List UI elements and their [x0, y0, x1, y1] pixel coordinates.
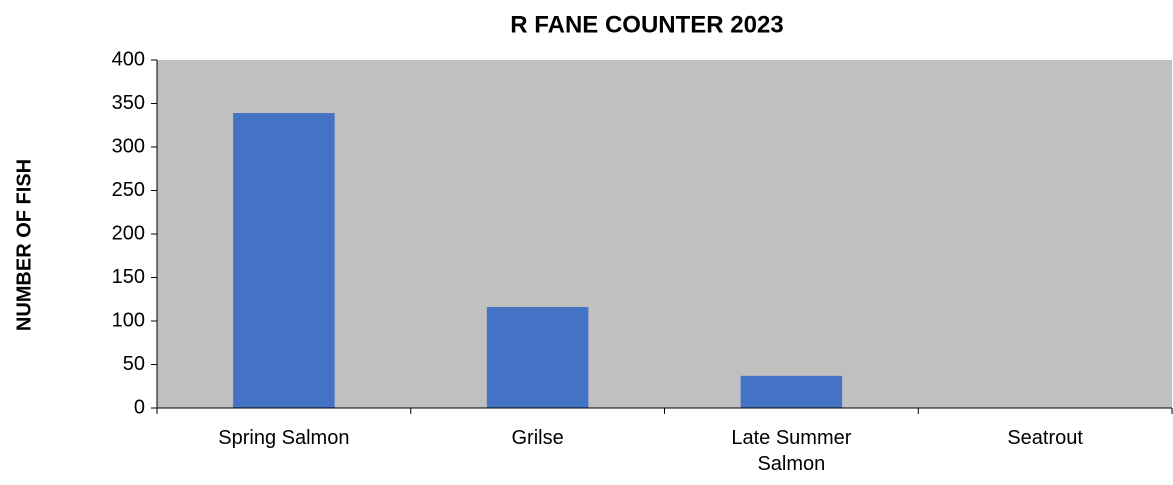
y-tick-label: 0 — [134, 396, 145, 418]
y-tick-label: 300 — [112, 135, 145, 157]
x-tick-label: Late Summer Salmon — [731, 427, 852, 475]
y-tick-label: 200 — [112, 222, 145, 244]
x-tick-label: Seatrout — [1007, 427, 1083, 449]
bar — [740, 375, 843, 408]
y-tick-label: 150 — [112, 266, 145, 288]
y-axis-label: NUMBER OF FISH — [13, 159, 35, 331]
chart-title: R FANE COUNTER 2023 — [510, 11, 783, 38]
x-tick-label: Spring Salmon — [218, 427, 350, 449]
bar — [233, 113, 335, 408]
y-tick-label: 250 — [112, 179, 145, 201]
y-tick-label: 350 — [112, 92, 145, 114]
y-tick-label: 100 — [112, 309, 145, 331]
x-tick-label: Grilse — [511, 427, 564, 449]
bar — [486, 307, 589, 408]
y-tick-label: 400 — [112, 48, 145, 70]
y-tick-label: 50 — [123, 353, 145, 375]
